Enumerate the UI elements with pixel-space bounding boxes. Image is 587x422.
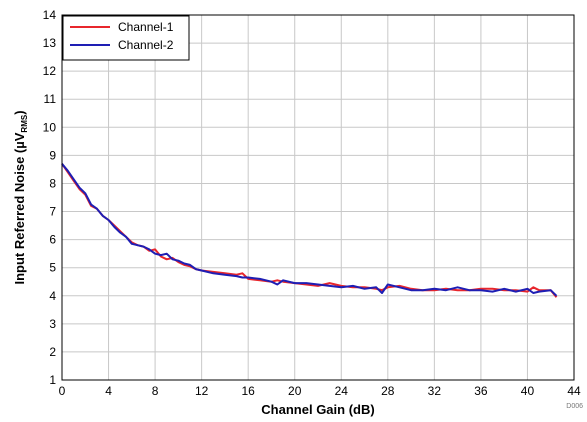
y-axis-title: Input Referred Noise (µVRMS) — [12, 110, 29, 284]
y-tick-label: 14 — [43, 8, 57, 22]
y-axis-title-close: ) — [12, 110, 27, 114]
y-tick-label: 4 — [49, 289, 56, 303]
x-tick-label: 8 — [152, 384, 159, 398]
series-line-channel-1 — [61, 163, 558, 298]
y-tick-label: 11 — [44, 92, 57, 106]
legend: Channel-1 Channel-2 — [62, 15, 190, 61]
y-axis-title-main: Input Referred Noise (µV — [12, 132, 27, 284]
y-tick-label: 3 — [49, 317, 56, 331]
y-axis-title-subscript: RMS — [20, 114, 29, 132]
y-tick-label: 10 — [43, 120, 57, 134]
x-tick-label: 32 — [428, 384, 442, 398]
plot-frame — [61, 14, 575, 381]
x-tick-label: 44 — [567, 384, 581, 398]
y-tick-label: 13 — [43, 36, 57, 50]
x-tick-label: 0 — [59, 384, 66, 398]
y-tick-label: 12 — [43, 64, 57, 78]
legend-label-channel-1: Channel-1 — [118, 20, 174, 34]
legend-box — [62, 15, 190, 61]
y-tick-label: 1 — [49, 373, 56, 387]
series-layer — [61, 163, 558, 298]
x-axis-title: Channel Gain (dB) — [261, 402, 374, 417]
x-tick-label: 40 — [521, 384, 535, 398]
x-tick-label: 20 — [288, 384, 302, 398]
y-tick-label: 8 — [49, 176, 56, 190]
y-tick-label: 5 — [49, 261, 56, 275]
y-tick-label: 7 — [49, 205, 56, 219]
y-tick-label: 6 — [49, 233, 56, 247]
y-tick-label: 2 — [49, 345, 56, 359]
y-tick-label: 9 — [49, 148, 56, 162]
legend-label-channel-2: Channel-2 — [118, 38, 174, 52]
x-tick-label: 12 — [195, 384, 209, 398]
x-tick-label: 28 — [381, 384, 395, 398]
x-tick-label: 24 — [335, 384, 349, 398]
x-tick-label: 4 — [105, 384, 112, 398]
series-line-channel-2 — [61, 163, 558, 297]
figure-code: D006 — [566, 403, 583, 410]
x-tick-label: 16 — [242, 384, 256, 398]
x-tick-label: 36 — [474, 384, 488, 398]
